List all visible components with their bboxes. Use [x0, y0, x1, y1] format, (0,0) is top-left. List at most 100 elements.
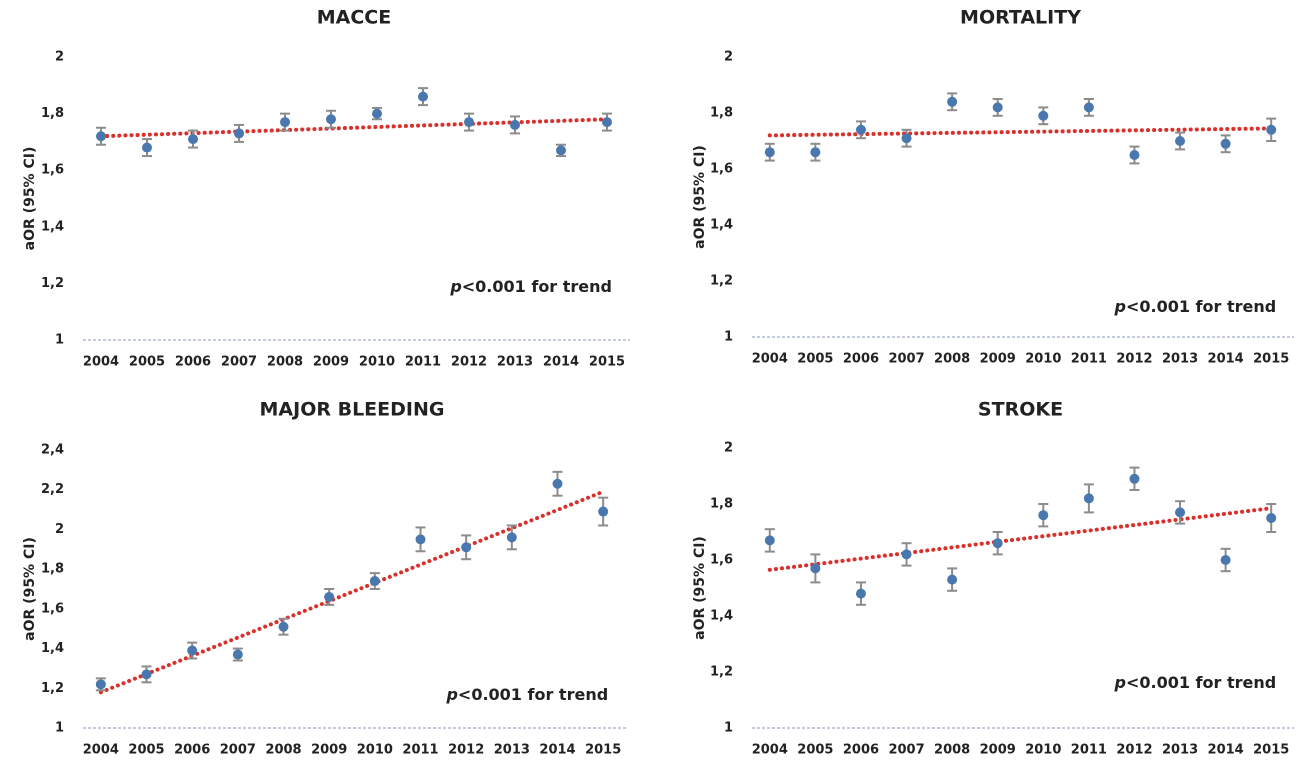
- data-point: [810, 563, 821, 574]
- annotation-rest: <0.001 for trend: [1126, 673, 1276, 692]
- data-point: [188, 134, 198, 145]
- annotation: p<0.001 for trend: [1114, 673, 1277, 692]
- y-tick-label: 1: [55, 721, 64, 736]
- x-tick-label: 2009: [980, 743, 1016, 758]
- x-tick-label: 2006: [174, 743, 210, 758]
- annotation-rest: <0.001 for trend: [458, 685, 608, 704]
- x-tick-label: 2005: [797, 743, 833, 758]
- y-tick-label: 1: [724, 330, 733, 345]
- y-axis-label: aOR (95% CI): [692, 145, 708, 249]
- y-tick-label: 1,4: [41, 219, 64, 234]
- data-point: [901, 133, 912, 144]
- x-tick-label: 2006: [843, 352, 879, 367]
- y-tick-label: 1,8: [41, 562, 64, 577]
- y-tick-label: 1: [724, 721, 733, 736]
- y-tick-label: 2: [55, 50, 64, 65]
- y-tick-label: 1,8: [41, 106, 64, 121]
- data-point: [461, 542, 472, 553]
- data-point: [1038, 110, 1049, 121]
- annotation-italic: p: [445, 685, 457, 704]
- data-point: [992, 102, 1003, 113]
- y-tick-label: 1,2: [710, 665, 733, 680]
- annotation: p<0.001 for trend: [1114, 297, 1277, 316]
- data-point: [141, 669, 152, 680]
- y-tick-label: 1,6: [41, 163, 64, 178]
- data-point: [232, 649, 243, 660]
- data-point: [418, 91, 428, 102]
- data-point: [901, 549, 912, 560]
- trend-line: [767, 126, 1274, 138]
- x-tick-label: 2006: [175, 355, 211, 370]
- annotation: p<0.001 for trend: [449, 277, 612, 296]
- data-point: [142, 142, 152, 153]
- x-tick-label: 2015: [585, 743, 621, 758]
- x-tick-label: 2013: [1162, 743, 1198, 758]
- data-point: [1175, 136, 1186, 146]
- x-tick-label: 2008: [265, 743, 301, 758]
- trend-line: [98, 489, 606, 695]
- x-tick-label: 2012: [1116, 352, 1152, 367]
- data-point: [1220, 138, 1231, 149]
- data-point: [602, 117, 612, 128]
- x-tick-label: 2012: [451, 355, 487, 370]
- x-tick-label: 2006: [843, 743, 879, 758]
- x-tick-label: 2008: [934, 743, 970, 758]
- data-point: [764, 535, 775, 546]
- y-axis-label: aOR (95% CI): [692, 536, 708, 640]
- y-tick-label: 2: [55, 522, 64, 537]
- data-point: [552, 478, 563, 489]
- y-tick-label: 1,2: [710, 274, 733, 289]
- data-point: [187, 645, 198, 656]
- data-point: [598, 506, 609, 517]
- x-tick-label: 2011: [402, 743, 438, 758]
- data-point: [1220, 555, 1231, 565]
- data-point: [464, 117, 474, 128]
- annotation-italic: p: [1114, 673, 1126, 692]
- x-tick-label: 2011: [1071, 743, 1107, 758]
- x-tick-label: 2010: [1025, 352, 1061, 367]
- panel: MAJOR BLEEDING aOR (95% CI) 1 1,2 1,4 1,6 1,8 2…: [22, 399, 626, 758]
- data-point: [1083, 493, 1094, 504]
- panel-title: MORTALITY: [960, 7, 1081, 29]
- trend-line: [99, 117, 609, 139]
- data-point: [1175, 507, 1186, 518]
- data-point: [764, 147, 775, 158]
- data-point: [992, 538, 1003, 549]
- x-tick-label: 2007: [888, 352, 924, 367]
- data-point: [372, 108, 382, 119]
- data-point: [947, 96, 958, 107]
- x-tick-label: 2015: [589, 355, 625, 370]
- data-point: [278, 621, 289, 632]
- x-tick-label: 2009: [311, 743, 347, 758]
- x-tick-label: 2011: [405, 355, 441, 370]
- data-point: [1266, 513, 1277, 523]
- x-tick-label: 2015: [1253, 743, 1289, 758]
- data-point: [810, 147, 821, 158]
- x-tick-label: 2004: [752, 352, 788, 367]
- data-point: [280, 117, 290, 128]
- y-tick-label: 1,8: [710, 106, 733, 121]
- data-point: [1083, 102, 1094, 113]
- x-tick-label: 2008: [934, 352, 970, 367]
- panel-title: STROKE: [978, 399, 1063, 421]
- x-tick-label: 2004: [83, 743, 119, 758]
- annotation-italic: p: [1114, 297, 1126, 316]
- y-tick-label: 2: [724, 441, 733, 456]
- y-tick-label: 1,4: [710, 218, 733, 233]
- data-point: [326, 114, 336, 125]
- x-tick-label: 2010: [357, 743, 393, 758]
- x-tick-label: 2015: [1253, 352, 1289, 367]
- y-tick-label: 1,2: [41, 276, 64, 291]
- x-tick-label: 2007: [220, 743, 256, 758]
- y-tick-label: 1,4: [710, 609, 733, 624]
- data-point: [1129, 150, 1140, 160]
- annotation: p<0.001 for trend: [445, 685, 608, 704]
- annotation-rest: <0.001 for trend: [462, 277, 612, 296]
- panel-title: MACCE: [317, 7, 391, 29]
- x-tick-label: 2010: [1025, 743, 1061, 758]
- data-point: [415, 534, 426, 545]
- y-tick-label: 2,4: [41, 443, 64, 458]
- y-axis-label: aOR (95% CI): [22, 147, 38, 251]
- trend-line: [767, 506, 1274, 572]
